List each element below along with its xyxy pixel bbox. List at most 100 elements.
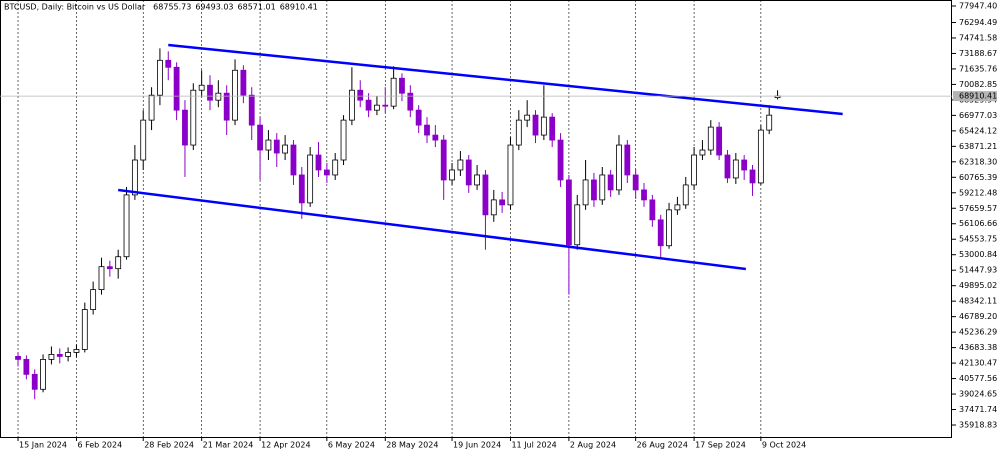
candle-body — [482, 174, 489, 216]
y-tick-label: 46789.20 — [959, 312, 997, 321]
candle-body — [73, 349, 80, 353]
y-tick-label: 56106.66 — [959, 219, 997, 228]
candle-body — [757, 129, 764, 184]
x-tick-label: 28 May 2024 — [386, 441, 438, 450]
x-tick-label: 28 Feb 2024 — [144, 441, 194, 450]
candle-body — [240, 69, 247, 96]
chart-title: BTCUSD, Daily: Bitcoin vs US Dollar — [4, 3, 146, 12]
candle-body — [148, 94, 155, 121]
candle-body — [290, 144, 297, 176]
candle-body — [724, 154, 731, 179]
candle-body — [507, 144, 514, 206]
y-tick-label: 39024.65 — [959, 390, 997, 399]
candle-body — [157, 59, 163, 96]
candle-body — [182, 109, 188, 146]
x-tick-label: 15 Jan 2024 — [19, 441, 67, 450]
candle-body — [415, 109, 422, 126]
candle-body — [749, 169, 756, 184]
y-tick-label: 65424.12 — [959, 126, 997, 135]
candle-body — [65, 352, 72, 357]
candle-body — [81, 309, 88, 350]
x-tick-label: 11 Jul 2024 — [511, 441, 556, 450]
candle-body — [557, 139, 564, 181]
candle-body — [390, 77, 397, 107]
plot-frame — [0, 0, 952, 438]
candle-body — [399, 77, 405, 94]
candle-body — [649, 199, 656, 221]
candle-body — [357, 89, 364, 101]
candle-body — [56, 354, 63, 357]
candle-body — [173, 66, 180, 111]
candle-body — [374, 104, 380, 111]
candle-body — [490, 199, 497, 216]
candle-body — [691, 154, 697, 186]
header-close: 68910.41 — [280, 3, 318, 12]
y-tick-label: 71635.76 — [959, 64, 997, 73]
x-tick-label: 19 Jun 2024 — [453, 441, 501, 450]
x-tick-label: 26 Aug 2024 — [637, 441, 688, 450]
candle-body — [440, 139, 447, 181]
candle-body — [607, 174, 614, 191]
candle-body — [207, 84, 213, 101]
price-label: 68910.41 — [959, 92, 997, 101]
candle-body — [31, 373, 38, 390]
candle-body — [474, 174, 480, 186]
header: BTCUSD, Daily: Bitcoin vs US Dollar — [4, 3, 146, 12]
candle-body — [732, 159, 739, 179]
y-tick-label: 42130.47 — [959, 359, 997, 368]
y-tick-label: 45236.29 — [959, 328, 997, 337]
x-tick-label: 21 Mar 2024 — [203, 441, 254, 450]
header-open: 68755.73 — [153, 3, 191, 12]
candle-body — [407, 92, 414, 111]
candle-body — [524, 114, 531, 121]
candle-body — [682, 184, 689, 206]
y-tick-label: 37471.74 — [959, 405, 997, 414]
candle-body — [432, 134, 439, 141]
candle-body — [348, 89, 355, 121]
candle-body — [48, 354, 55, 360]
x-tick-label: 9 Oct 2024 — [762, 441, 806, 450]
candle-body — [232, 69, 238, 121]
candle-body — [449, 169, 455, 181]
candle-body — [465, 159, 472, 186]
candle-body — [365, 99, 372, 111]
candle-body — [591, 179, 597, 201]
price-label-box — [953, 91, 997, 102]
y-tick-label: 62318.30 — [959, 157, 997, 166]
candle-body — [624, 144, 631, 176]
candle-body — [265, 139, 272, 151]
candle-body — [582, 179, 589, 206]
candle-body — [198, 84, 205, 91]
candle-body — [674, 204, 681, 211]
candle-body — [641, 189, 647, 201]
candle-body — [257, 124, 263, 151]
candle-body — [307, 154, 314, 204]
candle-body — [549, 116, 556, 141]
candle-body — [741, 159, 748, 171]
x-tick-label: 12 Apr 2024 — [261, 441, 310, 450]
candle-body — [540, 116, 547, 136]
y-tick-label: 76294.49 — [959, 18, 997, 27]
header-high: 69493.03 — [195, 3, 233, 12]
candle-body — [457, 159, 464, 171]
candle-body — [223, 92, 230, 121]
candle-body — [699, 149, 706, 156]
y-tick-label: 49895.02 — [959, 281, 997, 290]
y-tick-label: 40577.56 — [959, 374, 997, 383]
candle-body — [140, 119, 147, 161]
y-tick-label: 48342.11 — [959, 297, 997, 306]
candle-body — [90, 289, 97, 310]
candle-body — [298, 174, 305, 204]
trendline — [168, 43, 843, 116]
candle-body — [340, 119, 347, 161]
y-tick-label: 57659.57 — [959, 204, 997, 213]
candle-body — [424, 124, 430, 136]
candle-body — [248, 94, 255, 126]
x-tick-label: 17 Sep 2024 — [695, 441, 746, 450]
y-tick-label: 63871.21 — [959, 142, 997, 151]
candle-body — [707, 126, 714, 151]
candle-body — [115, 256, 122, 270]
y-tick-label: 54553.75 — [959, 235, 997, 244]
candle-body — [532, 114, 539, 136]
